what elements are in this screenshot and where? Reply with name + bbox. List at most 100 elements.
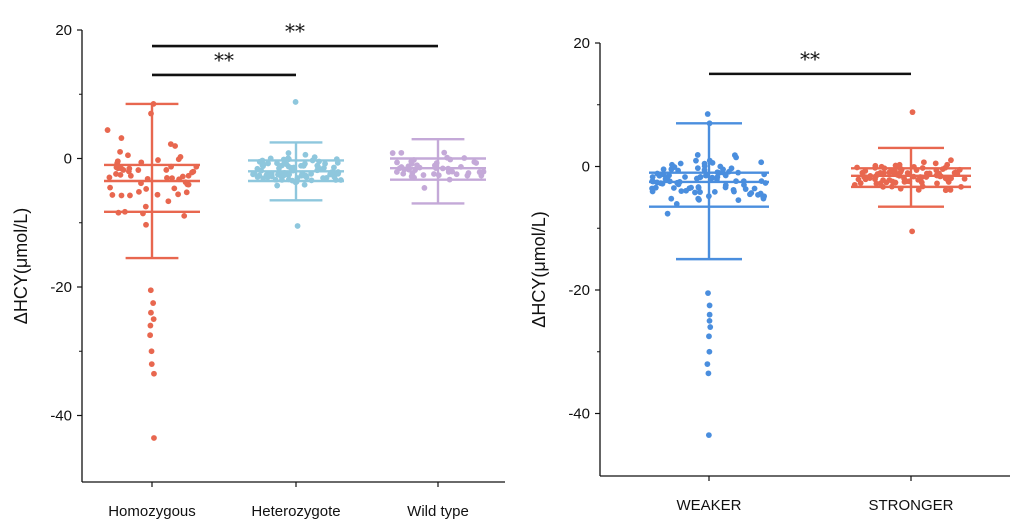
- data-point: [104, 127, 111, 133]
- outlier-point: [148, 361, 155, 367]
- data-point: [302, 151, 309, 158]
- data-point: [683, 187, 689, 194]
- data-point: [155, 157, 161, 163]
- data-point: [143, 186, 150, 192]
- data-point: [441, 149, 448, 156]
- data-point: [331, 164, 337, 171]
- y-tick-label: -40: [568, 406, 590, 423]
- chart-left: 20 0 -20 -40 ΔHCY(μmol/L) Homozygous Heterozyg…: [11, 19, 505, 520]
- data-point: [109, 192, 116, 198]
- data-point: [142, 203, 149, 210]
- outlier-point: [706, 302, 713, 309]
- outlier-point: [292, 99, 299, 105]
- data-point: [154, 191, 161, 198]
- data-point: [171, 185, 178, 192]
- data-point: [901, 178, 908, 185]
- data-point: [677, 160, 684, 167]
- y-axis-label: ΔHCY(μmol/L): [529, 211, 549, 327]
- data-point: [420, 172, 427, 178]
- x-tick-label: WEAKER: [676, 497, 741, 514]
- data-point: [664, 210, 671, 217]
- data-point: [167, 141, 174, 147]
- outlier-point: [151, 370, 157, 377]
- data-point: [279, 162, 285, 169]
- data-point: [113, 171, 119, 177]
- data-point: [125, 152, 131, 159]
- data-point: [678, 188, 685, 195]
- data-point: [695, 184, 702, 190]
- data-point: [855, 176, 862, 183]
- data-point: [265, 160, 271, 167]
- data-point: [671, 164, 678, 170]
- data-point: [117, 171, 124, 178]
- y-tick-label: -20: [568, 282, 590, 299]
- outlier-point: [706, 311, 713, 318]
- data-point: [692, 189, 698, 196]
- data-point: [118, 135, 125, 141]
- data-point: [185, 181, 192, 188]
- data-point: [118, 192, 125, 199]
- error-bar: [248, 141, 344, 202]
- data-point: [673, 201, 680, 207]
- outlier-point: [150, 316, 157, 323]
- data-point: [722, 184, 729, 191]
- data-point: [758, 159, 765, 166]
- chart-right: 20 0 -20 -40 ΔHCY(μmol/L) WEAKER STRONGER **: [529, 35, 1010, 514]
- data-point: [285, 150, 292, 156]
- data-point: [421, 184, 428, 191]
- data-point: [696, 196, 702, 203]
- outlier-point: [147, 322, 154, 329]
- y-tick-label: -40: [50, 408, 72, 425]
- x-tick-label: Heterozygote: [251, 503, 340, 520]
- data-point: [668, 195, 675, 202]
- data-point: [703, 172, 709, 179]
- data-point: [714, 174, 721, 180]
- data-point: [889, 178, 896, 185]
- data-point: [256, 172, 263, 179]
- data-point: [389, 150, 396, 156]
- data-point: [398, 149, 405, 156]
- x-tick-label: Wild type: [407, 503, 469, 520]
- error-bar: [104, 102, 200, 260]
- data-point: [947, 186, 954, 193]
- outlier-point: [704, 361, 711, 367]
- data-point: [274, 160, 280, 167]
- outlier-point: [704, 111, 711, 117]
- data-point: [185, 172, 192, 179]
- significance-label: **: [285, 19, 305, 43]
- y-tick-label: -20: [50, 279, 72, 296]
- data-point: [892, 162, 899, 169]
- y-tick-label: 0: [64, 151, 72, 168]
- outlier-point: [706, 333, 712, 340]
- data-point: [165, 198, 172, 205]
- significance-label: **: [214, 48, 234, 72]
- data-point: [757, 190, 764, 197]
- y-tick-label: 0: [582, 159, 590, 176]
- data-point: [135, 167, 142, 173]
- data-point: [682, 174, 688, 180]
- data-point: [164, 175, 170, 181]
- data-point: [473, 160, 480, 166]
- data-point: [920, 159, 927, 166]
- data-point: [322, 160, 328, 167]
- data-point: [664, 174, 671, 181]
- outlier-point: [705, 432, 712, 439]
- data-point: [932, 160, 939, 167]
- data-point: [275, 171, 281, 178]
- outlier-point: [147, 332, 154, 339]
- data-point: [694, 152, 701, 158]
- data-point: [735, 197, 742, 203]
- x-tick-label: Homozygous: [108, 503, 196, 520]
- data-point: [414, 162, 420, 169]
- data-point: [181, 212, 188, 219]
- data-point: [722, 172, 729, 179]
- error-bar: [390, 138, 486, 205]
- data-point: [730, 186, 737, 193]
- data-point: [465, 170, 472, 176]
- y-axis-label: ΔHCY(μmol/L): [11, 208, 31, 324]
- data-point: [697, 174, 703, 181]
- error-bar: [649, 122, 769, 261]
- data-point: [106, 174, 113, 181]
- outlier-point: [909, 228, 916, 235]
